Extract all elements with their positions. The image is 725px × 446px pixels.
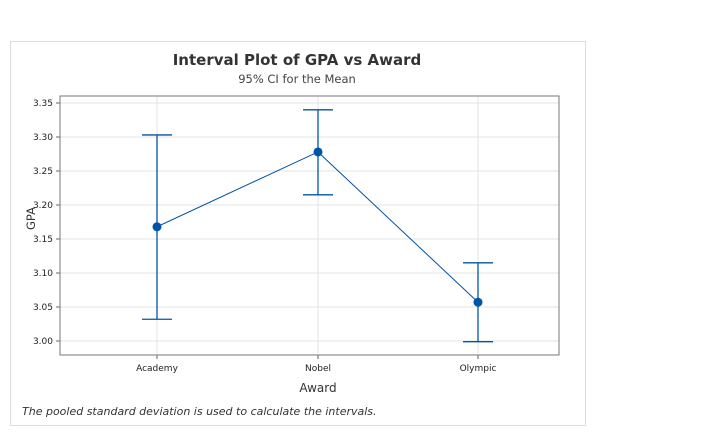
- y-tick-label: 3.30: [33, 133, 53, 143]
- y-tick-label: 3.00: [33, 337, 53, 347]
- y-tick-label: 3.25: [33, 167, 53, 177]
- chart-subtitle: 95% CI for the Mean: [238, 72, 356, 86]
- y-tick-label: 3.10: [33, 269, 53, 279]
- mean-point: [473, 297, 483, 307]
- chart-title: Interval Plot of GPA vs Award: [172, 51, 422, 69]
- mean-point: [152, 222, 162, 232]
- mean-point: [313, 147, 323, 157]
- y-tick-label: 3.05: [33, 303, 53, 313]
- x-tick-label: Academy: [136, 364, 178, 374]
- y-tick-label: 3.15: [33, 235, 53, 245]
- plot-frame: [59, 95, 560, 356]
- y-tick-label: 3.35: [33, 99, 53, 109]
- chart-panel: [10, 41, 586, 426]
- x-tick-label: Nobel: [305, 364, 331, 374]
- footnote: The pooled standard deviation is used to…: [22, 405, 377, 418]
- x-tick-label: Olympic: [460, 364, 497, 374]
- x-axis-label: Award: [299, 381, 337, 395]
- y-tick-label: 3.20: [33, 201, 53, 211]
